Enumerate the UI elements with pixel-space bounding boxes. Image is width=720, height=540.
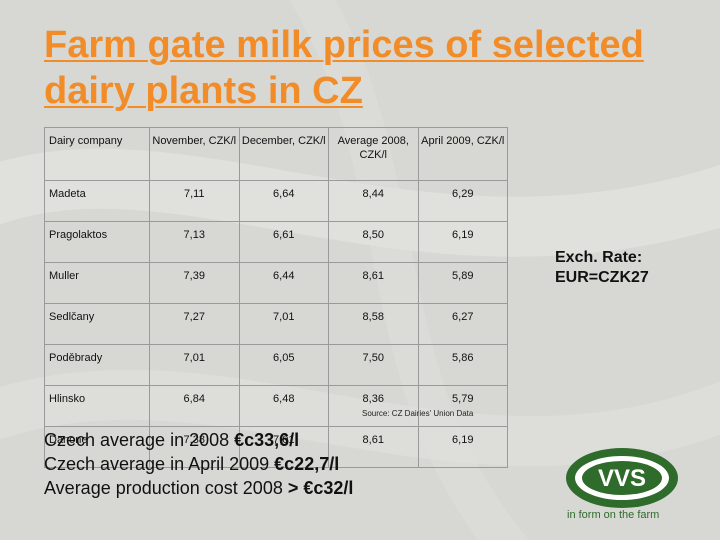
exchange-rate-note: Exch. Rate: EUR=CZK27 (555, 248, 705, 288)
summary-value: > €c32/l (287, 478, 354, 498)
summary-label: Average production cost 2008 (44, 478, 288, 498)
logo-text: VVS (598, 465, 646, 492)
price-april-2009: 6,19 (417, 426, 508, 468)
table-row: Hlinsko 6,84 6,48 8,36 5,79 (44, 385, 508, 427)
header-november: November, CZK/l (149, 127, 240, 181)
exchange-rate-label: Exch. Rate: (555, 249, 643, 266)
price-november: 7,38 (149, 426, 240, 468)
milk-price-table: Dairy company November, CZK/l December, … (44, 127, 508, 468)
price-april-2009: 6,29 (417, 180, 508, 222)
price-april-2009: 6,27 (417, 303, 508, 345)
price-april-2009: 5,86 (417, 344, 508, 386)
summary-block: Czech average in 2008 €c33,6/l Czech ave… (44, 428, 464, 500)
price-december: 6,61 (238, 221, 329, 263)
company-name: Madeta (44, 180, 150, 222)
exchange-rate-value: EUR=CZK27 (555, 269, 649, 286)
price-november: 7,39 (149, 262, 240, 304)
summary-value: €c22,7/l (274, 454, 340, 474)
price-average-2008: 8,58 (328, 303, 419, 345)
summary-line: Czech average in 2008 €c33,6/l (44, 428, 464, 452)
price-december: 7,01 (238, 426, 329, 468)
summary-value: €c33,6/l (234, 430, 300, 450)
price-average-2008: 8,61 (328, 426, 419, 468)
company-name: Pragolaktos (44, 221, 150, 263)
table-row: Pragolaktos 7,13 6,61 8,50 6,19 (44, 221, 508, 263)
price-april-2009: 6,19 (417, 221, 508, 263)
table-row: Danone 7,38 7,01 8,61 6,19 (44, 426, 508, 468)
price-december: 6,44 (238, 262, 329, 304)
price-average-2008: 8,61 (328, 262, 419, 304)
header-average-2008: Average 2008, CZK/l (328, 127, 419, 181)
header-december: December, CZK/l (238, 127, 329, 181)
summary-line: Czech average in April 2009 €c22,7/l (44, 452, 464, 476)
summary-label: Czech average in April 2009 (44, 454, 275, 474)
price-average-2008: 8,36 (328, 385, 419, 427)
price-april-2009: 5,89 (417, 262, 508, 304)
price-november: 7,27 (149, 303, 240, 345)
price-december: 6,05 (238, 344, 329, 386)
summary-line: Average production cost 2008 > €c32/l (44, 476, 464, 500)
summary-label: Czech average in 2008 (44, 430, 235, 450)
table-row: Madeta 7,11 6,64 8,44 6,29 (44, 180, 508, 222)
header-april-2009: April 2009, CZK/l (417, 127, 508, 181)
company-name: Poděbrady (44, 344, 150, 386)
price-november: 6,84 (149, 385, 240, 427)
price-december: 6,48 (238, 385, 329, 427)
source-note: Source: CZ Dairies' Union Data (362, 409, 474, 418)
table-row: Sedlčany 7,27 7,01 8,58 6,27 (44, 303, 508, 345)
vvs-logo: VVS (566, 448, 678, 508)
logo-tagline: in form on the farm (567, 509, 660, 521)
company-name: Muller (44, 262, 150, 304)
price-november: 7,13 (149, 221, 240, 263)
company-name: Danone (44, 426, 150, 468)
header-dairy-company: Dairy company (44, 127, 150, 181)
slide-title: Farm gate milk prices of selected dairy … (44, 24, 644, 112)
price-april-2009: 5,79 (417, 385, 508, 427)
table-row: Poděbrady 7,01 6,05 7,50 5,86 (44, 344, 508, 386)
price-average-2008: 8,44 (328, 180, 419, 222)
company-name: Sedlčany (44, 303, 150, 345)
price-average-2008: 7,50 (328, 344, 419, 386)
price-december: 7,01 (238, 303, 329, 345)
price-november: 7,11 (149, 180, 240, 222)
company-name: Hlinsko (44, 385, 150, 427)
table-row: Muller 7,39 6,44 8,61 5,89 (44, 262, 508, 304)
price-november: 7,01 (149, 344, 240, 386)
price-december: 6,64 (238, 180, 329, 222)
table-header-row: Dairy company November, CZK/l December, … (44, 127, 508, 181)
price-average-2008: 8,50 (328, 221, 419, 263)
